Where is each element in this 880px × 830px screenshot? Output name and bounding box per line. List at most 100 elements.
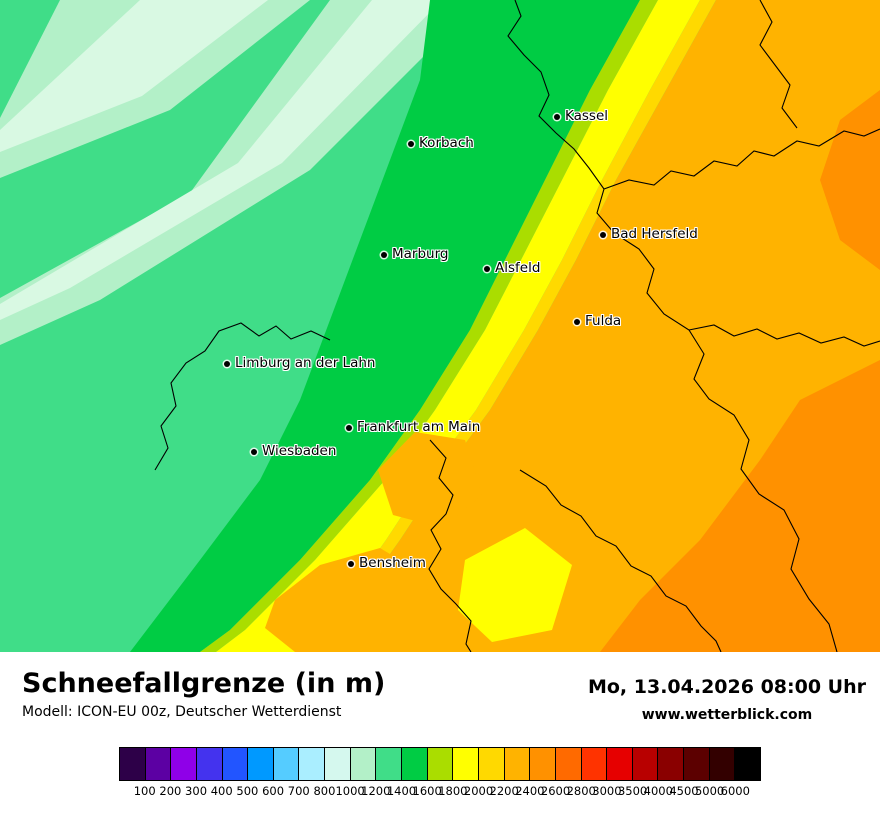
boundary-line-main <box>507 0 838 652</box>
city-label: Limburg an der Lahn <box>235 355 376 371</box>
city-layer: Kassel Korbach Marburg Bad Hersfeld Alsfeld F… <box>224 108 698 571</box>
boundary-line-east <box>688 324 880 347</box>
legend-tick-label: 300 <box>185 784 208 798</box>
boundary-line-southeast <box>519 469 722 652</box>
legend-tick-label: 4000 <box>643 784 673 798</box>
city-label: Fulda <box>585 313 622 329</box>
boundary-line-top-right <box>759 0 798 129</box>
legend-segment <box>145 748 172 780</box>
legend-tick-label: 800 <box>313 784 336 798</box>
city-dot-icon <box>600 232 606 238</box>
region-orange-dark-se <box>600 360 880 652</box>
legend-tick-label: 500 <box>236 784 259 798</box>
legend-segment <box>632 748 659 780</box>
legend-tick-label: 1000 <box>335 784 365 798</box>
region-mint-light-strip <box>0 0 442 320</box>
legend-tick-label: 5000 <box>694 784 725 798</box>
legend-tick-label: 3000 <box>592 784 622 798</box>
city-label: Bensheim <box>359 555 426 571</box>
legend-segment <box>325 748 351 780</box>
legend: 100 200 300 400 500 600 700 800 1000 1200 1400 1600… <box>119 747 761 800</box>
legend-tick-label: 1400 <box>386 784 417 798</box>
map: Kassel Korbach Marburg Bad Hersfeld Alsfeld F… <box>0 0 880 652</box>
region-mint-light-nw <box>0 0 268 152</box>
legend-segment <box>402 748 428 780</box>
city-label: Korbach <box>419 135 474 151</box>
region-green-band <box>130 0 640 652</box>
legend-segment <box>607 748 633 780</box>
page-title: Schneefallgrenze (in m) <box>22 668 386 699</box>
region-orange-blob-frankfurt <box>378 432 482 528</box>
model-info: Modell: ICON-EU 00z, Deutscher Wetterdie… <box>22 704 342 721</box>
legend-tick-label: 2600 <box>540 784 571 798</box>
legend-segment <box>504 748 531 780</box>
legend-tick-label: 700 <box>287 784 310 798</box>
datetime-label: Mo, 13.04.2026 08:00 Uhr <box>587 676 866 698</box>
map-svg <box>0 0 880 652</box>
legend-segment <box>555 748 582 780</box>
city-dot-icon <box>346 425 352 431</box>
legend-segment <box>273 748 300 780</box>
city-dot-icon <box>554 114 560 120</box>
legend-segment <box>581 748 608 780</box>
legend-tick-label: 1800 <box>438 784 468 798</box>
legend-tick-label: 3500 <box>617 784 648 798</box>
city-dot-icon <box>224 361 230 367</box>
legend-labels: 100 200 300 400 500 600 700 800 1000 1200 1400 1600… <box>119 784 761 800</box>
boundary-line-south <box>428 439 472 652</box>
legend-segment <box>299 748 326 780</box>
legend-bar <box>119 747 761 781</box>
legend-segment <box>658 748 685 780</box>
boundary-line-west <box>154 322 331 471</box>
legend-tick-label: 1600 <box>412 784 442 798</box>
city-dot-icon <box>484 266 490 272</box>
footer-right: Mo, 13.04.2026 08:00 Uhr www.wetterblick… <box>588 668 866 723</box>
legend-tick-label: 600 <box>262 784 285 798</box>
footer: Schneefallgrenze (in m) Modell: ICON-EU … <box>0 652 880 723</box>
region-orange-blob-bensheim <box>265 548 440 652</box>
legend-tick-label: 200 <box>159 784 182 798</box>
region-mint-nw <box>0 0 310 178</box>
city-label: Bad Hersfeld <box>611 226 698 242</box>
legend-tick-label: 2200 <box>489 784 519 798</box>
city-label: Kassel <box>565 108 609 124</box>
legend-segment <box>196 748 223 780</box>
legend-segment <box>709 748 736 780</box>
legend-segment <box>453 748 479 780</box>
city-label: Frankfurt am Main <box>357 419 481 435</box>
legend-segment <box>376 748 403 780</box>
legend-tick-label: 100 <box>133 784 156 798</box>
legend-segment <box>171 748 197 780</box>
legend-segment <box>530 748 556 780</box>
legend-segment <box>735 748 761 780</box>
city-label: Wiesbaden <box>262 443 337 459</box>
legend-tick-label: 2800 <box>566 784 596 798</box>
legend-tick-label: 4500 <box>669 784 699 798</box>
region-amber-strip <box>306 0 716 652</box>
legend-tick-label: 1200 <box>361 784 391 798</box>
city-dot-icon <box>348 561 354 567</box>
website-label: www.wetterblick.com <box>641 707 813 723</box>
legend-tick-label: 400 <box>210 784 233 798</box>
city-dot-icon <box>574 319 580 325</box>
footer-left: Schneefallgrenze (in m) Modell: ICON-EU … <box>22 668 385 720</box>
legend-segment <box>350 748 377 780</box>
legend-segment <box>478 748 505 780</box>
legend-tick-label: 2400 <box>515 784 545 798</box>
legend-segment <box>684 748 710 780</box>
legend-tick-label: 6000 <box>720 784 750 798</box>
legend-tick-label: 2000 <box>463 784 494 798</box>
boundary-line-northeast <box>603 128 880 190</box>
legend-segment <box>427 748 454 780</box>
region-green-yellow-strip <box>200 0 658 652</box>
region-yellow-band <box>216 0 700 652</box>
city-dot-icon <box>381 252 387 258</box>
legend-segment <box>248 748 274 780</box>
region-yellow-blob-south <box>458 528 572 642</box>
city-label: Marburg <box>392 246 449 262</box>
legend-segment <box>222 748 249 780</box>
city-label: Alsfeld <box>495 260 541 276</box>
legend-segment <box>120 748 146 780</box>
city-dot-icon <box>408 141 414 147</box>
